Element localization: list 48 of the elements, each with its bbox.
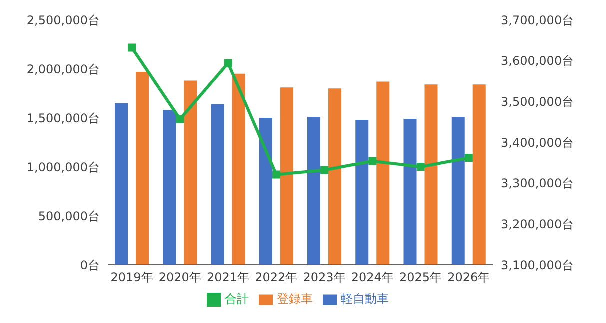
point xyxy=(128,44,136,52)
point xyxy=(416,163,425,171)
bar xyxy=(280,88,294,265)
point xyxy=(464,154,473,162)
y2-tick-label: 3,400,000台 xyxy=(501,136,574,150)
x-tick-label: 2025年 xyxy=(400,270,442,285)
point xyxy=(176,115,184,124)
bar xyxy=(163,110,176,265)
legend-label: 軽自動車 xyxy=(341,292,389,306)
bar xyxy=(452,117,465,265)
x-tick-label: 2021年 xyxy=(207,270,250,285)
bar xyxy=(232,74,246,265)
legend-label: 合計 xyxy=(225,292,249,306)
legend-label: 登録車 xyxy=(277,292,313,306)
bar xyxy=(356,120,369,265)
bar xyxy=(376,82,390,265)
y-tick-label: 0台 xyxy=(80,258,100,272)
x-tick-label: 2026年 xyxy=(448,270,490,285)
y2-tick-label: 3,500,000台 xyxy=(501,94,574,109)
y2-tick-label: 3,600,000台 xyxy=(501,54,574,68)
y-tick-label: 500,000台 xyxy=(38,209,100,224)
y-tick-label: 2,000,000台 xyxy=(26,62,100,76)
x-tick-label: 2020年 xyxy=(158,270,202,285)
y2-tick-label: 3,100,000台 xyxy=(501,258,574,272)
point xyxy=(224,59,232,68)
bar xyxy=(472,84,486,265)
y-tick-label: 2,500,000台 xyxy=(26,13,100,28)
y2-tick-label: 3,300,000台 xyxy=(501,176,574,191)
bar xyxy=(211,104,224,265)
bar xyxy=(136,72,149,265)
bar xyxy=(308,117,320,265)
y-tick-label: 1,000,000台 xyxy=(26,160,100,174)
bar xyxy=(404,118,417,265)
bar xyxy=(424,84,438,265)
y-tick-label: 1,500,000台 xyxy=(26,111,100,126)
x-tick-label: 2024年 xyxy=(351,270,394,285)
x-tick-label: 2019年 xyxy=(110,270,154,285)
point xyxy=(272,170,280,179)
bar xyxy=(115,103,128,265)
bar xyxy=(184,80,198,265)
y2-tick-label: 3,700,000台 xyxy=(501,13,574,28)
bar xyxy=(259,118,272,265)
y2-tick-label: 3,200,000台 xyxy=(501,217,574,232)
point xyxy=(320,166,329,174)
x-tick-label: 2023年 xyxy=(303,270,346,285)
point xyxy=(368,157,377,166)
bar xyxy=(328,88,342,265)
x-tick-label: 2022年 xyxy=(255,270,298,285)
